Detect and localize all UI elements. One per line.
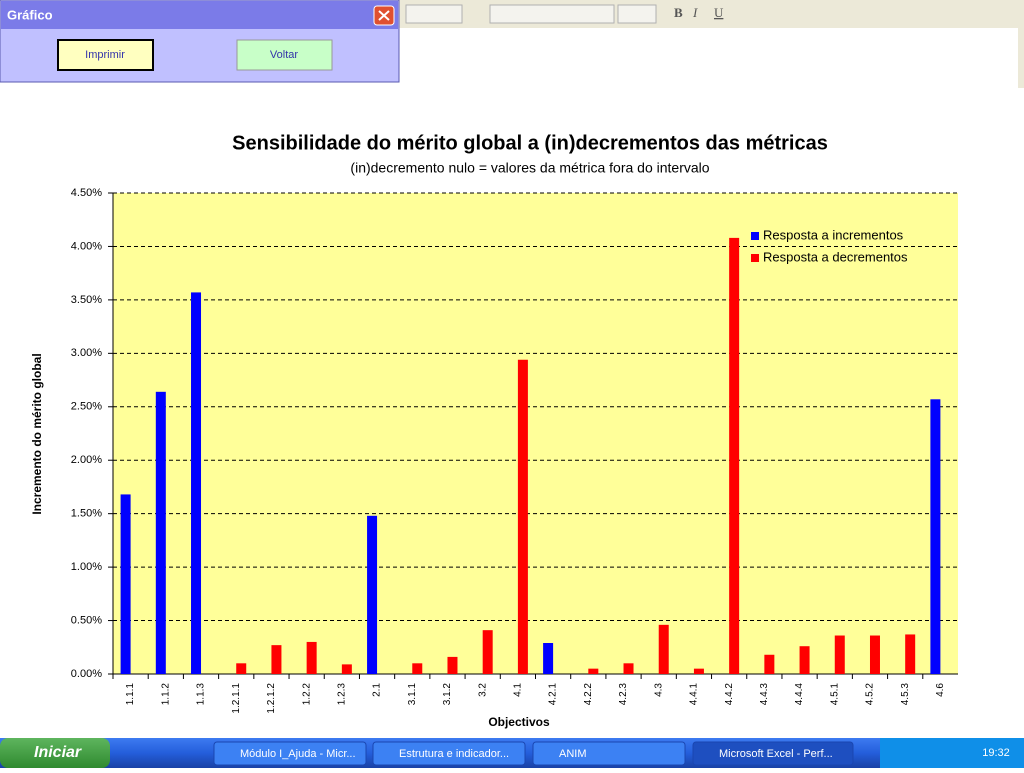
dialog-title: Gráfico [7,7,53,22]
bar [236,663,247,674]
italic-button[interactable]: I [692,5,698,20]
dialog-titlebar [1,1,398,29]
bar [658,624,669,674]
y-tick-label: 4.00% [71,240,102,252]
x-tick-label: 1.2.1.1 [231,683,242,714]
bar [834,635,845,674]
x-tick-label: 4.4.2 [724,683,735,706]
bar [120,494,131,674]
x-tick-label: 4.3 [653,683,664,697]
start-label: Iniciar [34,744,82,761]
underline-button[interactable]: U [714,5,724,20]
x-axis-title: Objectivos [488,715,550,729]
bar [517,359,528,674]
x-tick-label: 3.1.1 [407,683,418,706]
start-button[interactable] [0,738,110,768]
chart-title: Sensibilidade do mérito global a (in)dec… [232,132,828,154]
x-tick-label: 3.2 [477,683,488,697]
bar [155,391,166,674]
x-tick-label: 4.4.1 [689,683,700,706]
font-combo[interactable] [489,4,615,24]
x-tick-label: 1.2.1.2 [266,683,277,714]
y-tick-label: 0.00% [71,668,102,680]
back-button[interactable] [236,39,333,71]
task-label: ANIM [559,748,587,760]
bar [693,668,704,674]
bar [869,635,880,674]
tray [880,738,1024,768]
bar [799,646,810,674]
bar [930,399,941,674]
back-label: Voltar [270,49,298,61]
task-button[interactable] [692,741,854,766]
chart-subtitle: (in)decremento nulo = valores da métrica… [350,160,709,176]
x-tick-label: 4.5.1 [829,683,840,706]
x-tick-label: 4.5.2 [865,683,876,706]
bar [623,663,634,674]
y-tick-label: 4.50% [71,187,102,199]
close-icon [378,10,390,21]
bar [764,654,775,674]
x-tick-label: 4.2.2 [583,683,594,706]
bar [729,237,740,675]
bar [367,515,378,674]
bar [543,643,554,674]
x-tick-label: 1.2.3 [336,683,347,706]
bar [191,292,202,674]
task-label: Módulo I_Ajuda - Micr... [240,748,356,760]
task-button[interactable] [532,741,686,766]
chart: Sensibilidade do mérito global a (in)dec… [30,132,958,729]
x-tick-label: 4.2.1 [548,683,559,706]
x-tick-label: 2.1 [372,683,383,697]
y-tick-label: 0.50% [71,614,102,626]
y-axis-title: Incremento do mérito global [30,353,44,514]
y-tick-label: 3.00% [71,347,102,359]
bar [905,634,916,674]
y-tick-label: 1.50% [71,508,102,520]
x-tick-label: 4.4.4 [794,683,805,706]
y-tick-label: 3.50% [71,294,102,306]
bar [341,664,352,674]
plot-area [113,193,958,674]
size-combo[interactable] [617,4,657,24]
task-label: Microsoft Excel - Perf... [719,748,833,760]
x-tick-label: 1.1.3 [196,683,207,706]
print-button[interactable] [57,39,154,71]
x-tick-label: 4.1 [513,683,524,697]
combo[interactable] [405,4,463,24]
x-tick-label: 3.1.2 [442,683,453,706]
task-label: Estrutura e indicador... [399,748,509,760]
bar [588,668,599,674]
y-tick-label: 2.00% [71,454,102,466]
x-tick-label: 4.6 [935,683,946,697]
x-tick-label: 1.2.2 [301,683,312,706]
x-tick-label: 4.2.3 [618,683,629,706]
task-button[interactable] [372,741,526,766]
legend-swatch [751,232,759,240]
x-tick-label: 1.1.2 [160,683,171,706]
y-tick-label: 2.50% [71,401,102,413]
x-tick-label: 4.5.3 [900,683,911,706]
print-label: Imprimir [85,49,125,61]
bar [306,641,317,674]
x-tick-label: 1.1.1 [125,683,136,706]
bar [447,656,458,674]
bar [482,630,493,674]
task-button[interactable] [213,741,367,766]
x-tick-label: 4.4.3 [759,683,770,706]
scrollbar [1018,28,1024,88]
y-tick-label: 1.00% [71,561,102,573]
legend-swatch [751,254,759,262]
bar [412,663,423,674]
bar [271,645,282,674]
bold-button[interactable]: B [674,5,683,20]
clock: 19:32 [982,747,1010,759]
legend-label: Resposta a decrementos [763,249,908,264]
legend-label: Resposta a incrementos [763,227,904,242]
